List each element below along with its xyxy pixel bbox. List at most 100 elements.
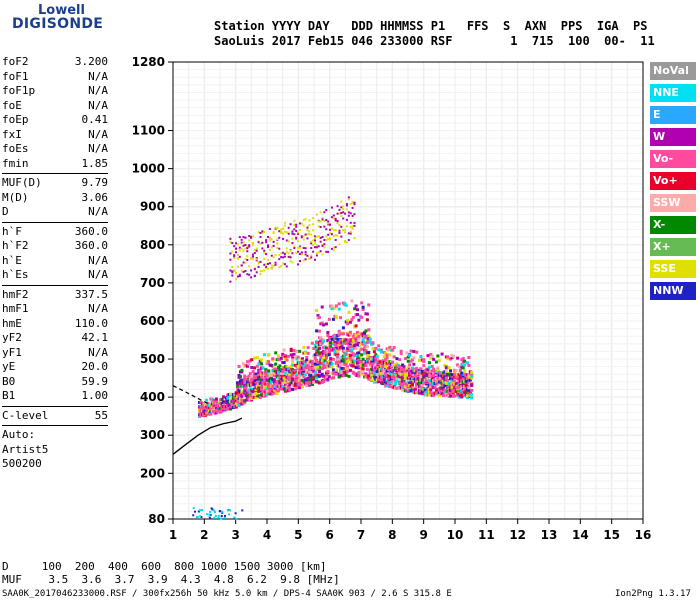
profile-extrapolation [172, 385, 211, 406]
echo-point [246, 364, 250, 368]
param-value: 360.0 [74, 224, 108, 238]
echo-point [320, 367, 324, 371]
echo-point-low [224, 514, 227, 517]
echo-point-high [300, 253, 303, 256]
echo-point [238, 375, 242, 379]
echo-point-high [349, 202, 352, 205]
echo-point-high [280, 230, 283, 233]
echo-point [392, 346, 396, 350]
echo-point-high [291, 237, 294, 240]
echo-point-high [347, 214, 350, 217]
echo-point [408, 373, 412, 377]
echo-point [374, 353, 378, 357]
echo-point [456, 356, 460, 360]
echo-point-high [310, 242, 313, 245]
echo-point-high [300, 251, 303, 254]
echo-point [337, 344, 341, 348]
param-row: fxI N/A [2, 128, 108, 143]
echo-point-high [289, 249, 292, 252]
echo-point-high [336, 205, 339, 208]
echo-point [341, 346, 345, 350]
echo-point [420, 392, 424, 396]
echo-point [258, 369, 262, 373]
echo-point [347, 374, 351, 378]
echo-point [360, 301, 364, 305]
echo-point-high [263, 257, 266, 260]
param-row: foF1p N/A [2, 84, 108, 99]
echo-point-high [251, 244, 254, 247]
x-tick-label: 3 [231, 528, 239, 542]
echo-point [246, 360, 250, 364]
y-tick-label: 200 [140, 466, 165, 480]
echo-point [310, 383, 314, 387]
echo-point-high [327, 250, 330, 253]
echo-point [398, 358, 402, 362]
echo-point [387, 362, 391, 366]
echo-point [254, 396, 258, 400]
echo-point-high [235, 247, 238, 250]
echo-point [332, 373, 336, 377]
echo-point [300, 385, 304, 389]
echo-point [412, 375, 416, 379]
echo-point-high [270, 267, 273, 270]
echo-point [427, 365, 431, 369]
echo-point [357, 334, 361, 338]
echo-point [241, 392, 245, 396]
echo-point [291, 363, 295, 367]
echo-point [275, 368, 279, 372]
echo-point-high [330, 216, 333, 219]
echo-point-high [250, 269, 253, 272]
echo-point-high [268, 262, 271, 265]
echo-point [251, 393, 255, 397]
echo-point [355, 360, 359, 364]
legend-item: E [650, 106, 696, 124]
echo-point-low [213, 509, 216, 512]
electron-density-profile [172, 417, 243, 455]
echo-point-high [231, 274, 234, 277]
echo-point [436, 369, 440, 373]
echo-point [463, 387, 467, 391]
echo-point [302, 369, 306, 373]
echo-point-high [314, 258, 316, 261]
echo-point-high [308, 258, 311, 261]
y-tick-label: 600 [140, 314, 165, 328]
echo-point-high [274, 254, 277, 257]
echo-point [282, 368, 286, 372]
echo-point [275, 391, 279, 395]
echo-point [255, 364, 259, 368]
echo-point-high [298, 253, 301, 256]
echo-point-high [312, 229, 315, 232]
echo-point-high [317, 251, 320, 254]
param-name: C-level [2, 408, 49, 422]
echo-point [346, 346, 350, 350]
echo-point [279, 372, 283, 376]
echo-point [303, 362, 307, 366]
echo-point [332, 376, 336, 380]
echo-point [258, 377, 262, 381]
echo-point-high [240, 269, 243, 272]
echo-point-high [297, 240, 300, 243]
echo-point [374, 375, 378, 379]
echo-point-high [270, 264, 273, 267]
echo-point [350, 349, 354, 353]
echo-point [446, 357, 450, 361]
echo-point-high [295, 223, 298, 226]
echo-point-high [267, 235, 269, 238]
echo-point [268, 382, 272, 386]
echo-point [468, 378, 472, 382]
echo-point [378, 360, 382, 364]
echo-point [365, 367, 369, 371]
echo-point [408, 363, 412, 367]
echo-point-high [233, 269, 236, 272]
echo-point [382, 355, 386, 359]
echo-point [330, 365, 334, 369]
echo-point-high [317, 245, 320, 248]
echo-point [260, 362, 264, 366]
echo-point [203, 408, 207, 412]
echo-point-high [242, 241, 245, 244]
echo-point [395, 362, 399, 366]
echo-point [327, 353, 331, 357]
echo-point [463, 359, 467, 363]
echo-point-high [267, 246, 269, 249]
echo-point [264, 393, 268, 397]
